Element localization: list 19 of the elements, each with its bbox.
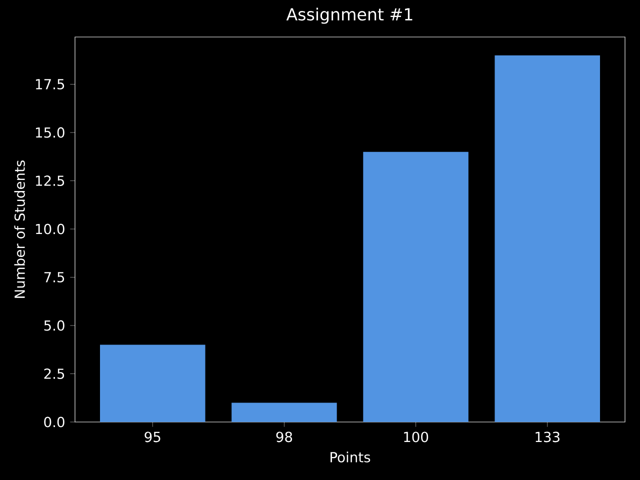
y-tick-label: 7.5 <box>44 272 64 282</box>
x-tick-label: 95 <box>144 432 160 442</box>
bar <box>494 55 600 422</box>
x-axis-title: Points <box>330 452 370 462</box>
bar <box>363 152 468 422</box>
y-tick-label: 17.5 <box>36 79 64 90</box>
y-tick-label: 2.5 <box>44 368 64 379</box>
y-tick-label: 5.0 <box>44 320 64 331</box>
y-tick-label: 15.0 <box>36 127 64 138</box>
x-tick-label: 98 <box>276 432 292 442</box>
chart-title: Assignment #1 <box>286 8 412 24</box>
x-tick-label: 133 <box>536 432 560 442</box>
bar <box>232 402 337 422</box>
y-tick-label: 0.0 <box>44 416 64 428</box>
y-tick-label: 12.5 <box>36 176 64 186</box>
bar <box>100 344 206 422</box>
x-tick-label: 100 <box>404 432 428 442</box>
y-axis-title: Number of Students <box>14 160 25 298</box>
y-tick-label: 10.0 <box>36 224 64 234</box>
